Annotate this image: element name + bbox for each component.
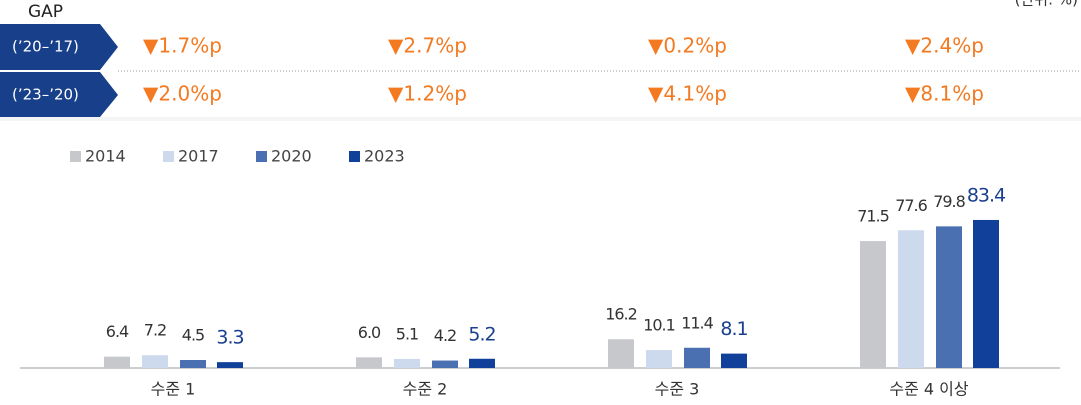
bar: [973, 219, 999, 368]
gap-row-tab: [0, 24, 118, 70]
bar: [898, 230, 924, 368]
bar: [608, 339, 634, 368]
value-label: 5.1: [396, 324, 418, 343]
gap-row-label: (’20–’17): [12, 38, 79, 56]
legend-swatch: [349, 151, 360, 162]
gap-row-tab: [0, 72, 118, 117]
value-label: 83.4: [967, 184, 1006, 206]
value-label: 8.1: [720, 318, 747, 340]
legend-swatch: [256, 151, 267, 162]
gap-value: ▼4.1%p: [648, 82, 727, 106]
gap-value: ▼0.2%p: [648, 34, 727, 58]
x-tick-label: 수준 3: [655, 380, 700, 399]
bar: [356, 357, 382, 368]
value-label: 3.3: [216, 327, 243, 349]
value-label: 7.2: [144, 321, 166, 340]
value-label: 10.1: [643, 316, 675, 335]
bar: [936, 226, 962, 368]
x-tick-label: 수준 1: [151, 380, 196, 399]
gap-value: ▼1.2%p: [388, 82, 467, 106]
bar: [860, 241, 886, 368]
bar: [104, 356, 130, 368]
value-label: 11.4: [681, 313, 713, 332]
gap-table-bg: [0, 24, 1081, 117]
legend-label: 2020: [271, 147, 312, 166]
legend-swatch: [163, 151, 174, 162]
value-label: 16.2: [605, 305, 637, 324]
gap-table-bottom: [0, 117, 1081, 121]
bar: [646, 350, 672, 368]
gap-value: ▼8.1%p: [905, 82, 984, 106]
bar: [217, 362, 243, 368]
bar: [142, 355, 168, 368]
x-tick-label: 수준 4 이상: [889, 380, 969, 399]
gap-title: GAP: [28, 2, 63, 22]
x-tick-label: 수준 2: [403, 380, 448, 399]
value-label: 79.8: [933, 192, 965, 211]
bar: [394, 358, 420, 368]
gap-value: ▼1.7%p: [143, 34, 222, 58]
value-label: 77.6: [895, 196, 927, 215]
bar: [432, 360, 458, 368]
bar: [180, 360, 206, 368]
unit-label: (단위: %): [1015, 0, 1078, 9]
value-label: 5.2: [468, 323, 495, 345]
bar: [684, 347, 710, 368]
legend-label: 2023: [364, 147, 405, 166]
bar: [469, 358, 495, 368]
bar: [721, 353, 747, 368]
value-label: 6.0: [358, 323, 381, 342]
value-label: 4.5: [182, 326, 204, 345]
gap-value: ▼2.7%p: [388, 34, 467, 58]
gap-row-label: (’23–’20): [12, 86, 79, 104]
legend-label: 2014: [85, 147, 126, 166]
gap-value: ▼2.4%p: [905, 34, 984, 58]
value-label: 6.4: [106, 322, 129, 341]
value-label: 71.5: [857, 207, 889, 226]
gap-value: ▼2.0%p: [143, 82, 222, 106]
legend-swatch: [70, 151, 81, 162]
value-label: 4.2: [434, 326, 456, 345]
legend-label: 2017: [178, 147, 219, 166]
